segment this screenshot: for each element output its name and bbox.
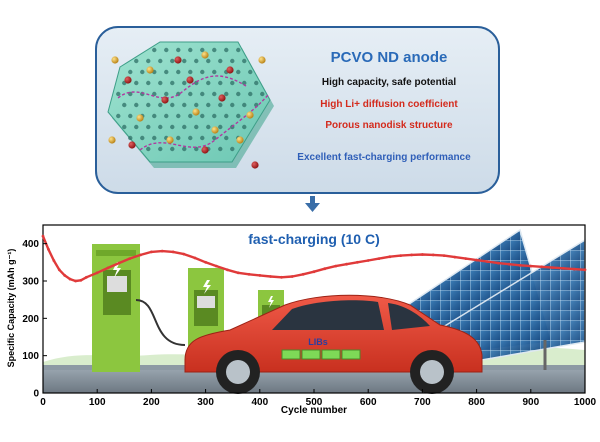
capacity-point <box>258 274 262 277</box>
capacity-point <box>496 261 500 265</box>
capacity-point <box>540 265 543 269</box>
x-tick-label: 1000 <box>574 397 597 408</box>
capacity-point <box>431 253 435 257</box>
y-tick-label: 0 <box>33 389 39 400</box>
x-axis-label: Cycle number <box>281 405 347 416</box>
x-tick-label: 900 <box>522 397 539 408</box>
x-tick-label: 200 <box>143 397 160 408</box>
capacity-point <box>572 267 576 271</box>
capacity-point <box>269 275 272 278</box>
capacity-point <box>47 247 50 251</box>
capacity-point <box>204 260 208 264</box>
capacity-point <box>41 234 45 238</box>
capacity-point <box>561 266 565 270</box>
y-tick-label: 200 <box>22 314 39 325</box>
nanodisk-pores <box>116 47 265 152</box>
panel-line-capacity: High capacity, safe potential <box>322 77 457 88</box>
x-tick-label: 0 <box>40 397 46 408</box>
capacity-point <box>366 259 370 262</box>
capacity-point <box>57 268 61 272</box>
x-tick-label: 600 <box>360 397 377 408</box>
capacity-point <box>63 274 67 277</box>
lithium-ions <box>108 51 266 169</box>
capacity-point <box>345 262 348 266</box>
capacity-point <box>79 278 83 282</box>
y-tick-label: 300 <box>22 277 39 288</box>
panel-title: PCVO ND anode <box>331 49 448 66</box>
x-tick-label: 800 <box>468 397 485 408</box>
capacity-point <box>128 257 132 260</box>
capacity-point <box>193 256 197 260</box>
capacity-series-points <box>41 234 587 283</box>
capacity-point <box>410 253 413 257</box>
capacity-point <box>312 270 316 274</box>
x-tick-label: 100 <box>89 397 106 408</box>
y-tick-label: 100 <box>22 351 39 362</box>
capacity-point <box>334 264 338 268</box>
top-panel: PCVO ND anode High capacity, safe potent… <box>95 26 500 194</box>
capacity-point <box>95 271 99 275</box>
x-tick-label: 400 <box>251 397 268 408</box>
x-tick-label: 300 <box>197 397 214 408</box>
car-battery-label: LIBs <box>308 337 328 347</box>
capacity-point <box>551 266 554 269</box>
capacity-point <box>247 272 251 276</box>
capacity-point <box>442 254 446 257</box>
y-axis-label: Specific Capacity (mAh g⁻¹) <box>6 249 16 368</box>
nanodisk-illustration <box>107 41 274 169</box>
capacity-point <box>323 267 327 271</box>
capacity-point <box>171 250 175 254</box>
capacity-point <box>52 259 56 262</box>
capacity-point <box>388 255 392 259</box>
capacity-point <box>182 252 186 256</box>
electric-car: LIBs <box>184 294 483 394</box>
panel-line-diffusion: High Li+ diffusion coefficient <box>320 99 458 110</box>
diffusion-path <box>117 75 269 151</box>
y-axis-ticks: 0 100 200 300 400 <box>22 239 47 400</box>
capacity-point <box>215 264 218 268</box>
capacity-point <box>117 261 121 265</box>
x-tick-label: 700 <box>414 397 431 408</box>
capacity-point <box>106 266 110 270</box>
y-tick-label: 400 <box>22 239 39 250</box>
capacity-point <box>421 253 424 256</box>
down-arrow-icon <box>305 196 320 212</box>
capacity-point <box>464 257 468 260</box>
panel-line-fast-charging: Excellent fast-charging performance <box>297 152 471 163</box>
capacity-point <box>85 275 88 279</box>
capacity-point <box>377 257 381 260</box>
capacity-point <box>475 258 478 262</box>
capacity-point <box>507 262 511 266</box>
capacity-point <box>236 271 240 275</box>
capacity-point <box>68 277 72 281</box>
capacity-point <box>301 272 305 276</box>
capacity-point <box>583 268 587 272</box>
capacity-point <box>486 260 489 263</box>
chart-title: fast-charging (10 C) <box>248 231 379 247</box>
capacity-point <box>160 249 164 253</box>
chart: LIBs 0 100 200 300 400 500 600 700 800 900 1000 0 1… <box>6 224 597 416</box>
capacity-point <box>453 255 457 259</box>
capacity-point <box>280 275 283 279</box>
capacity-point <box>139 253 143 257</box>
capacity-point <box>225 268 229 272</box>
battery-cells <box>281 349 361 360</box>
x-axis-ticks: 0 100 200 300 400 500 600 700 800 900 1000 <box>40 389 597 408</box>
capacity-point <box>356 260 359 264</box>
capacity-point <box>74 279 77 283</box>
capacity-point <box>399 254 403 257</box>
capacity-point <box>150 250 153 254</box>
capacity-point <box>518 263 522 267</box>
capacity-point <box>290 275 294 278</box>
x-tick-label: 500 <box>306 397 323 408</box>
capacity-point <box>529 264 533 268</box>
panel-line-porous: Porous nanodisk structure <box>325 120 453 131</box>
